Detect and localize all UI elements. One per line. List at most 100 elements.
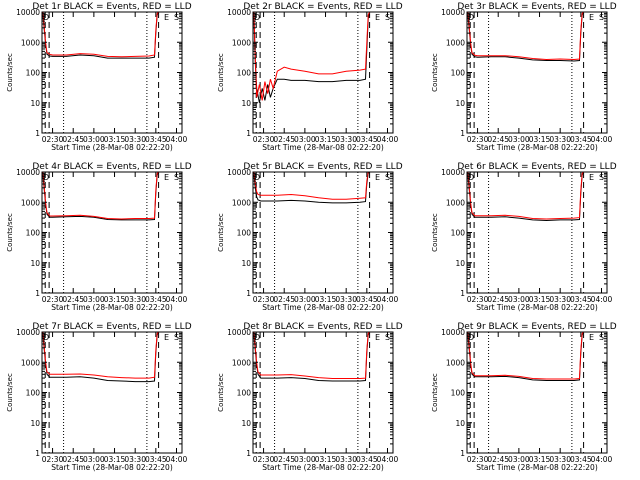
det1r-ytick-label: 100	[26, 69, 41, 78]
det9r-ytick-label: 10000	[441, 328, 465, 337]
det2r-xtick-label: 03:45	[356, 135, 378, 144]
det8r-ytick-label: 10000	[227, 328, 251, 337]
det6r-series-events	[467, 171, 585, 222]
det8r-xlabel: Start Time (28-Mar-08 02:22:20)	[262, 463, 384, 472]
det5r-ytick-label: 100	[237, 229, 252, 238]
det9r-xtick-label: 04:00	[591, 455, 613, 464]
det9r-title: Det 9r BLACK = Events, RED = LLD	[457, 322, 616, 332]
det3r-series-lld	[467, 11, 584, 61]
det2r-xtick-label: 03:30	[335, 135, 357, 144]
det2r-ytick-label: 10	[241, 99, 251, 108]
det9r-corner-label-s: S	[599, 333, 604, 342]
det2r-xtick-label: 03:15	[315, 135, 337, 144]
det1r-series-events	[42, 11, 160, 59]
det2r-xtick-label: 04:00	[377, 135, 399, 144]
det1r-corner-label-d: D	[43, 13, 49, 22]
det6r-xtick-label: 04:00	[591, 295, 613, 304]
det3r-ytick-label: 10	[455, 99, 465, 108]
det8r-ylabel: Counts/sec	[217, 373, 225, 412]
det9r-ytick-label: 100	[451, 389, 466, 398]
det7r-xtick-label: 03:15	[104, 455, 126, 464]
det5r-xtick-label: 04:00	[377, 295, 399, 304]
det6r-xtick-label: 03:45	[570, 295, 592, 304]
det3r-title: Det 3r BLACK = Events, RED = LLD	[457, 2, 616, 12]
det6r-ytick-label: 100	[451, 229, 466, 238]
det8r-xtick-label: 03:15	[315, 455, 337, 464]
det2r-ylabel: Counts/sec	[217, 53, 225, 92]
det7r-xtick-label: 02:30	[42, 455, 64, 464]
det7r-xtick-label: 04:00	[166, 455, 188, 464]
det4r-ytick-label: 10	[30, 259, 40, 268]
det6r-xtick-label: 02:45	[487, 295, 509, 304]
det2r-ytick-label: 1000	[232, 38, 251, 47]
det7r-series-lld	[42, 331, 159, 379]
det1r-xlabel: Start Time (28-Mar-08 02:22:20)	[51, 143, 173, 152]
det9r-ytick-label: 1	[460, 449, 465, 458]
det6r-xtick-label: 03:00	[508, 295, 530, 304]
det5r-corner-label-s: S	[385, 173, 390, 182]
det4r-ytick-label: 10000	[16, 168, 40, 177]
det3r-frame	[466, 11, 608, 134]
det3r-series-events	[467, 11, 585, 62]
det1r-corner-label-s: S	[174, 13, 179, 22]
det1r-panel: Det 1r BLACK = Events, RED = LLD 1 10 100 10…	[6, 2, 192, 152]
det4r-ytick-label: 100	[26, 229, 41, 238]
det7r-ytick-label: 100	[26, 389, 41, 398]
det8r-series-events	[253, 331, 371, 382]
det1r-xtick-label: 02:30	[42, 135, 64, 144]
det7r-ytick-label: 1000	[21, 358, 40, 367]
det1r-xtick-label: 04:00	[166, 135, 188, 144]
det5r-ytick-label: 1	[246, 289, 251, 298]
det5r-ytick-label: 10000	[227, 168, 251, 177]
det1r-frame	[41, 11, 183, 134]
det3r-xtick-label: 03:15	[529, 135, 551, 144]
det7r-xlabel: Start Time (28-Mar-08 02:22:20)	[51, 463, 173, 472]
det9r-xtick-label: 03:30	[549, 455, 571, 464]
det5r-xtick-label: 02:30	[253, 295, 275, 304]
det3r-panel: Det 3r BLACK = Events, RED = LLD 1 10 100 10…	[431, 2, 617, 152]
det2r-ytick-label: 1	[246, 129, 251, 138]
det4r-corner-label-s: S	[174, 173, 179, 182]
det3r-xtick-label: 03:00	[508, 135, 530, 144]
det9r-series-events	[467, 331, 585, 381]
det8r-corner-label-s: S	[385, 333, 390, 342]
det3r-corner-label-s: S	[599, 13, 604, 22]
det4r-ylabel: Counts/sec	[6, 213, 14, 252]
det6r-frame	[466, 171, 608, 294]
det4r-frame	[41, 171, 183, 294]
det8r-ytick-label: 100	[237, 389, 252, 398]
det7r-corner-label-d: D	[43, 333, 49, 342]
det9r-panel: Det 9r BLACK = Events, RED = LLD 1 10 100 10…	[431, 322, 617, 472]
det5r-series-lld	[253, 171, 370, 200]
det7r-ytick-label: 10000	[16, 328, 40, 337]
det9r-frame	[466, 331, 608, 454]
det1r-xtick-label: 02:45	[62, 135, 84, 144]
det5r-xtick-label: 03:45	[356, 295, 378, 304]
det3r-xtick-label: 02:30	[467, 135, 489, 144]
det5r-panel: Det 5r BLACK = Events, RED = LLD 1 10 100 10…	[217, 162, 403, 312]
det1r-xtick-label: 03:15	[104, 135, 126, 144]
det8r-ytick-label: 1000	[232, 358, 251, 367]
det5r-xtick-label: 03:30	[335, 295, 357, 304]
det8r-corner-label-d: D	[254, 333, 260, 342]
det6r-xtick-label: 03:30	[549, 295, 571, 304]
det8r-xtick-label: 02:45	[273, 455, 295, 464]
det4r-ytick-label: 1000	[21, 198, 40, 207]
det5r-ylabel: Counts/sec	[217, 213, 225, 252]
det2r-panel: Det 2r BLACK = Events, RED = LLD 1 10 100 10…	[217, 2, 403, 152]
det9r-xtick-label: 03:00	[508, 455, 530, 464]
det2r-xlabel: Start Time (28-Mar-08 02:22:20)	[262, 143, 384, 152]
det9r-corner-label-d: D	[468, 333, 474, 342]
det6r-title: Det 6r BLACK = Events, RED = LLD	[457, 162, 616, 172]
det7r-corner-label-e: E	[164, 333, 169, 342]
det1r-title: Det 1r BLACK = Events, RED = LLD	[32, 2, 191, 12]
det5r-xtick-label: 03:15	[315, 295, 337, 304]
det4r-series-events	[42, 171, 160, 221]
det5r-title: Det 5r BLACK = Events, RED = LLD	[243, 162, 402, 172]
det1r-xtick-label: 03:30	[124, 135, 146, 144]
det1r-ytick-label: 1	[35, 129, 40, 138]
det6r-corner-label-s: S	[599, 173, 604, 182]
det8r-series-lld	[253, 331, 370, 379]
det5r-frame	[252, 171, 394, 294]
